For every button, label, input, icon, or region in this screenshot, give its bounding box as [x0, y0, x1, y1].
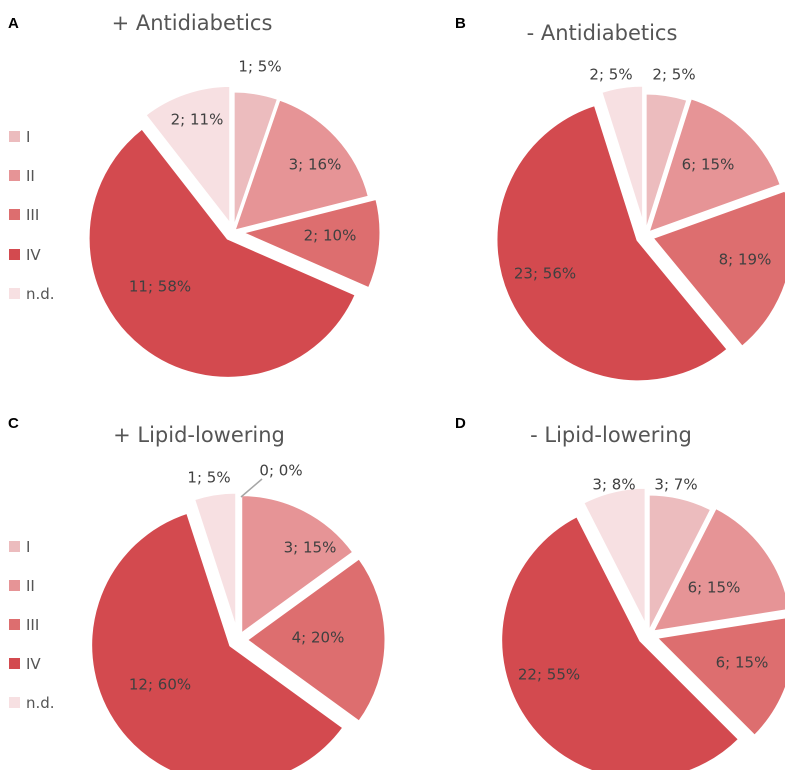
data-label-iii: 6; 15%	[716, 654, 769, 672]
legend-label-i: I	[26, 128, 30, 146]
legend-swatch-iii	[9, 209, 20, 220]
legend-swatch-nd	[9, 697, 20, 708]
panel-c: C + Lipid-lowering 0; 0% 3; 15% 4; 20% 12; …	[8, 415, 388, 770]
legend-label-iv: IV	[26, 246, 41, 264]
legend-swatch-ii	[9, 170, 20, 181]
legend-label-ii: II	[26, 577, 35, 595]
data-label-nd: 3; 8%	[592, 476, 635, 494]
legend-a: I II III IV n.d.	[9, 128, 55, 303]
data-label-iv: 11; 58%	[129, 278, 191, 296]
data-label-i: 3; 7%	[654, 476, 697, 494]
data-label-iii: 8; 19%	[719, 251, 772, 269]
data-label-ii: 6; 15%	[682, 156, 735, 174]
pie-slice-iii	[650, 188, 785, 349]
data-label-nd: 1; 5%	[187, 469, 230, 487]
legend-label-ii: II	[26, 167, 35, 185]
chart-title-b: - Antidiabetics	[527, 21, 678, 45]
pie-c: 0; 0% 3; 15% 4; 20% 12; 60% 1; 5%	[89, 462, 388, 770]
data-label-i: 0; 0%	[259, 462, 302, 480]
pie-slice-nd	[599, 83, 646, 229]
data-label-iii: 4; 20%	[292, 629, 345, 647]
legend-label-nd: n.d.	[26, 694, 55, 712]
data-label-iii: 2; 10%	[304, 227, 357, 245]
legend-swatch-ii	[9, 580, 20, 591]
legend-c: I II III IV n.d.	[9, 538, 55, 712]
legend-label-iii: III	[26, 616, 39, 634]
data-label-i: 1; 5%	[238, 58, 281, 76]
pie-slice-iv	[499, 514, 742, 770]
data-label-ii: 6; 15%	[688, 579, 741, 597]
pie-slice-iii	[244, 556, 388, 724]
pie-slice-iv	[86, 126, 358, 380]
legend-swatch-i	[9, 131, 20, 142]
pie-slice-iii	[239, 196, 383, 291]
data-label-iv: 12; 60%	[129, 676, 191, 694]
legend-label-nd: n.d.	[26, 285, 55, 303]
leader-line	[240, 478, 263, 498]
pie-slice-ii	[239, 493, 356, 637]
pie-d: 3; 7% 6; 15% 6; 15% 22; 55% 3; 8%	[499, 476, 785, 770]
pie-slice-nd	[191, 490, 239, 634]
pie-slice-ii	[650, 505, 785, 634]
pie-slice-ii	[646, 96, 783, 235]
legend-swatch-iv	[9, 249, 20, 260]
data-label-ii: 3; 15%	[284, 539, 337, 557]
chart-title-a: + Antidiabetics	[112, 11, 273, 35]
data-label-nd: 2; 11%	[171, 111, 224, 129]
pie-slice-nd	[143, 83, 233, 227]
pie-slice-i	[646, 492, 714, 636]
data-label-nd: 2; 5%	[589, 66, 632, 84]
data-label-iv: 22; 55%	[518, 666, 580, 684]
pie-slice-iv	[89, 510, 346, 770]
panel-a: A + Antidiabetics 1; 5% 3; 16% 2; 10% 11; 5…	[8, 11, 383, 380]
panel-letter-a: A	[8, 15, 19, 32]
legend-swatch-iv	[9, 658, 20, 669]
panel-letter-c: C	[8, 415, 19, 432]
legend-swatch-i	[9, 541, 20, 552]
legend-swatch-iii	[9, 619, 20, 630]
pie-slice-iii	[654, 615, 785, 738]
data-label-ii: 3; 16%	[289, 156, 342, 174]
panel-letter-d: D	[455, 415, 466, 432]
pie-b: 2; 5% 6; 15% 8; 19% 23; 56% 2; 5%	[494, 66, 785, 384]
pie-slice-nd	[581, 485, 648, 629]
panel-letter-b: B	[455, 15, 466, 32]
pie-a: 1; 5% 3; 16% 2; 10% 11; 58% 2; 11%	[86, 58, 383, 380]
panel-d: D - Lipid-lowering 3; 7% 6; 15% 6; 15% 22; …	[455, 415, 785, 770]
legend-label-iii: III	[26, 206, 39, 224]
legend-label-i: I	[26, 538, 30, 556]
pie-slice-i	[643, 91, 690, 237]
legend-label-iv: IV	[26, 655, 41, 673]
data-label-iv: 23; 56%	[514, 265, 576, 283]
legend-swatch-nd	[9, 288, 20, 299]
panel-b: B - Antidiabetics 2; 5% 6; 15% 8; 19% 23; 5…	[455, 15, 785, 384]
pie-slice-iv	[494, 102, 730, 384]
data-label-i: 2; 5%	[652, 66, 695, 84]
pie-slice-ii	[232, 97, 371, 233]
chart-title-c: + Lipid-lowering	[113, 423, 285, 447]
chart-title-d: - Lipid-lowering	[530, 423, 692, 447]
